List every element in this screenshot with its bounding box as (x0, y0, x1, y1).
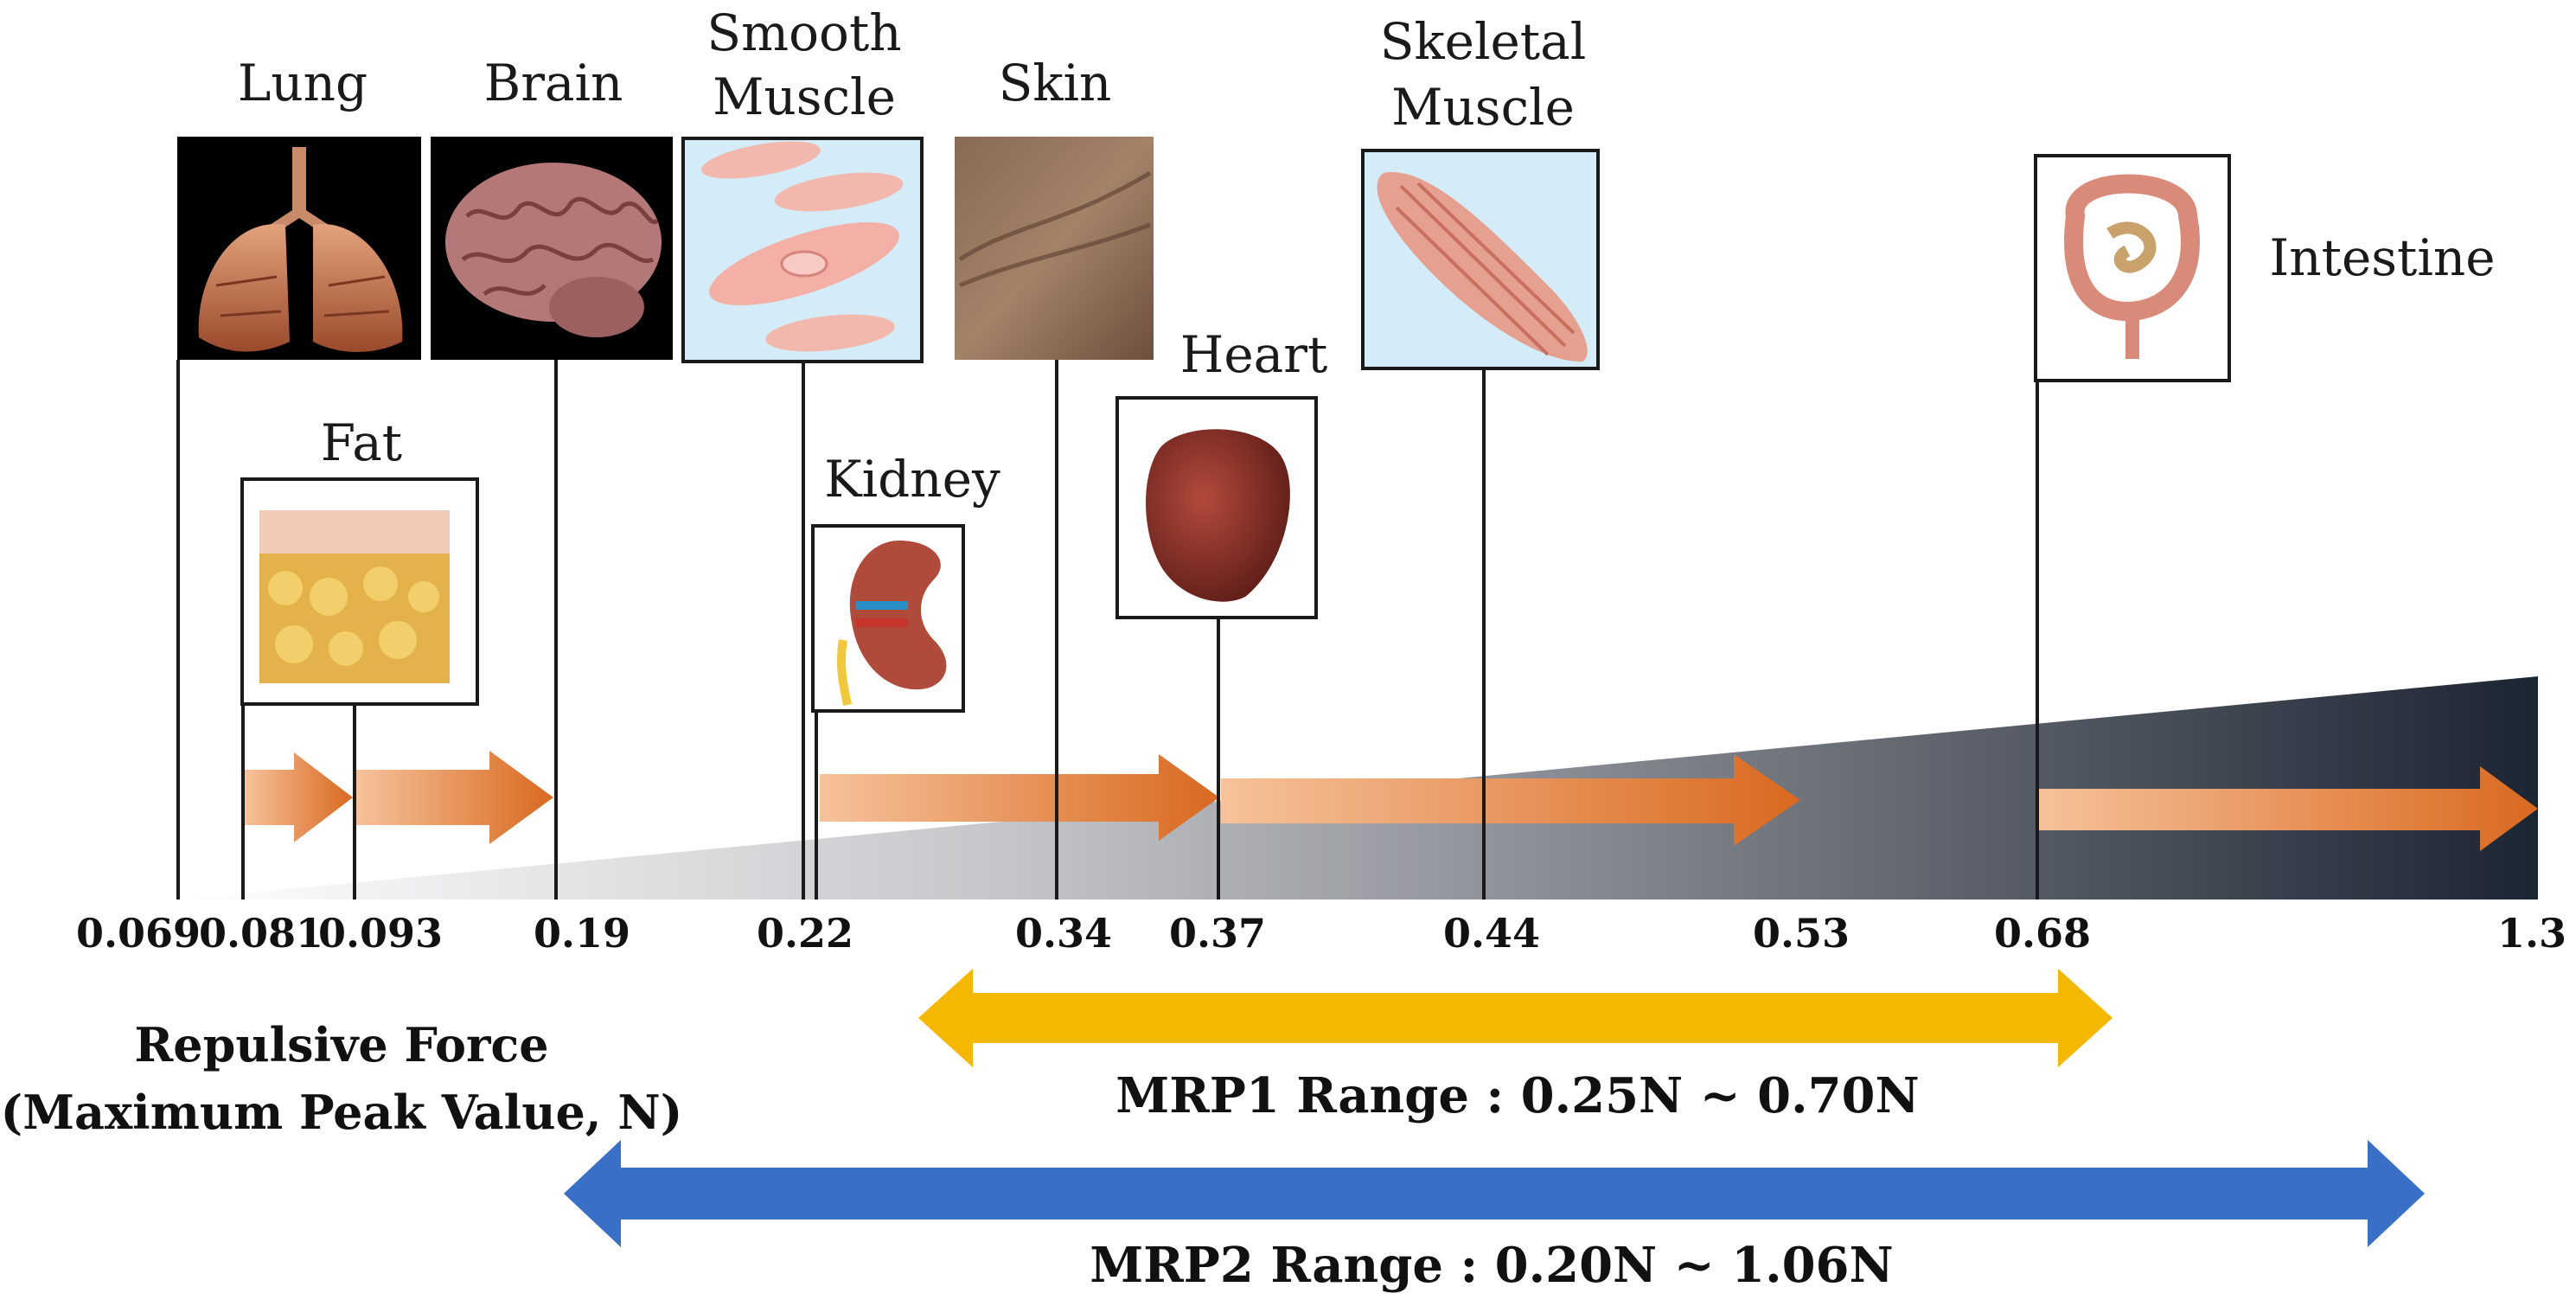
kidney-image (815, 528, 962, 709)
label-fat: Fat (320, 413, 403, 472)
line-022a (802, 360, 805, 899)
tick-label: 0.37 (1168, 910, 1267, 957)
heart-image (1119, 400, 1314, 616)
fat-image (244, 481, 476, 702)
kidney-frame (811, 524, 965, 713)
tick-label: 0.44 (1442, 910, 1541, 957)
label-skin: Skin (998, 54, 1112, 112)
arrow-fat-lung (244, 752, 353, 842)
line-037 (1217, 616, 1220, 899)
intestine-frame (2034, 154, 2231, 382)
mrp1-range-label: MRP1 Range : 0.25N ~ 0.70N (1115, 1067, 1920, 1124)
label-kidney: Kidney (824, 450, 1000, 509)
arrow-intestine-max (2036, 766, 2538, 851)
fat-frame (240, 477, 479, 706)
label-smooth-muscle-line2: Muscle (713, 67, 896, 126)
axis-title-line1: Repulsive Force (134, 1017, 549, 1072)
tick-label: 0.53 (1752, 910, 1851, 957)
mrp1-range-arrow (918, 969, 2113, 1067)
skeletal-muscle-image (1365, 152, 1596, 367)
tick-label: 0.68 (1993, 910, 2092, 957)
label-smooth-muscle-line1: Smooth (706, 3, 902, 62)
tick-label: 0.093 (317, 910, 444, 957)
arrow-heart-intestine (1221, 754, 1800, 846)
line-0081 (241, 702, 245, 899)
skin-image (955, 137, 1154, 360)
skeletal-muscle-frame (1361, 149, 1600, 370)
smooth-muscle-image (685, 140, 920, 360)
line-019 (554, 360, 558, 899)
line-022b (815, 709, 818, 899)
mrp2-range-label: MRP2 Range : 0.20N ~ 1.06N (1090, 1237, 1894, 1294)
tick-label: 0.34 (1014, 910, 1113, 957)
label-skeletal-muscle-line2: Muscle (1391, 78, 1575, 137)
line-034 (1055, 360, 1058, 899)
smooth-muscle-frame (681, 137, 924, 363)
heart-frame (1115, 396, 1318, 619)
label-skeletal-muscle-line1: Skeletal (1379, 12, 1587, 71)
mrp2-range-arrow (564, 1140, 2425, 1247)
tick-label: 0.081 (198, 910, 324, 957)
intestine-image (2036, 157, 2228, 381)
line-0069 (176, 360, 180, 899)
brain-image (431, 137, 673, 360)
axis-title-line2: (Maximum Peak Value, N) (0, 1085, 683, 1140)
label-heart: Heart (1179, 325, 1328, 384)
label-lung: Lung (237, 54, 368, 112)
line-068 (2036, 381, 2039, 899)
line-0093 (353, 702, 356, 899)
lung-frame (176, 135, 423, 362)
line-044 (1482, 367, 1486, 899)
lung-image (177, 137, 421, 360)
arrow-kidney-heart (820, 754, 1219, 841)
tick-label: 1.3 (2496, 910, 2567, 957)
tick-label: 0.069 (75, 910, 201, 957)
arrow-fat-brain (356, 751, 553, 844)
tick-label: 0.22 (756, 910, 854, 957)
label-intestine: Intestine (2269, 228, 2496, 287)
tick-label: 0.19 (533, 910, 631, 957)
label-brain: Brain (483, 54, 623, 112)
